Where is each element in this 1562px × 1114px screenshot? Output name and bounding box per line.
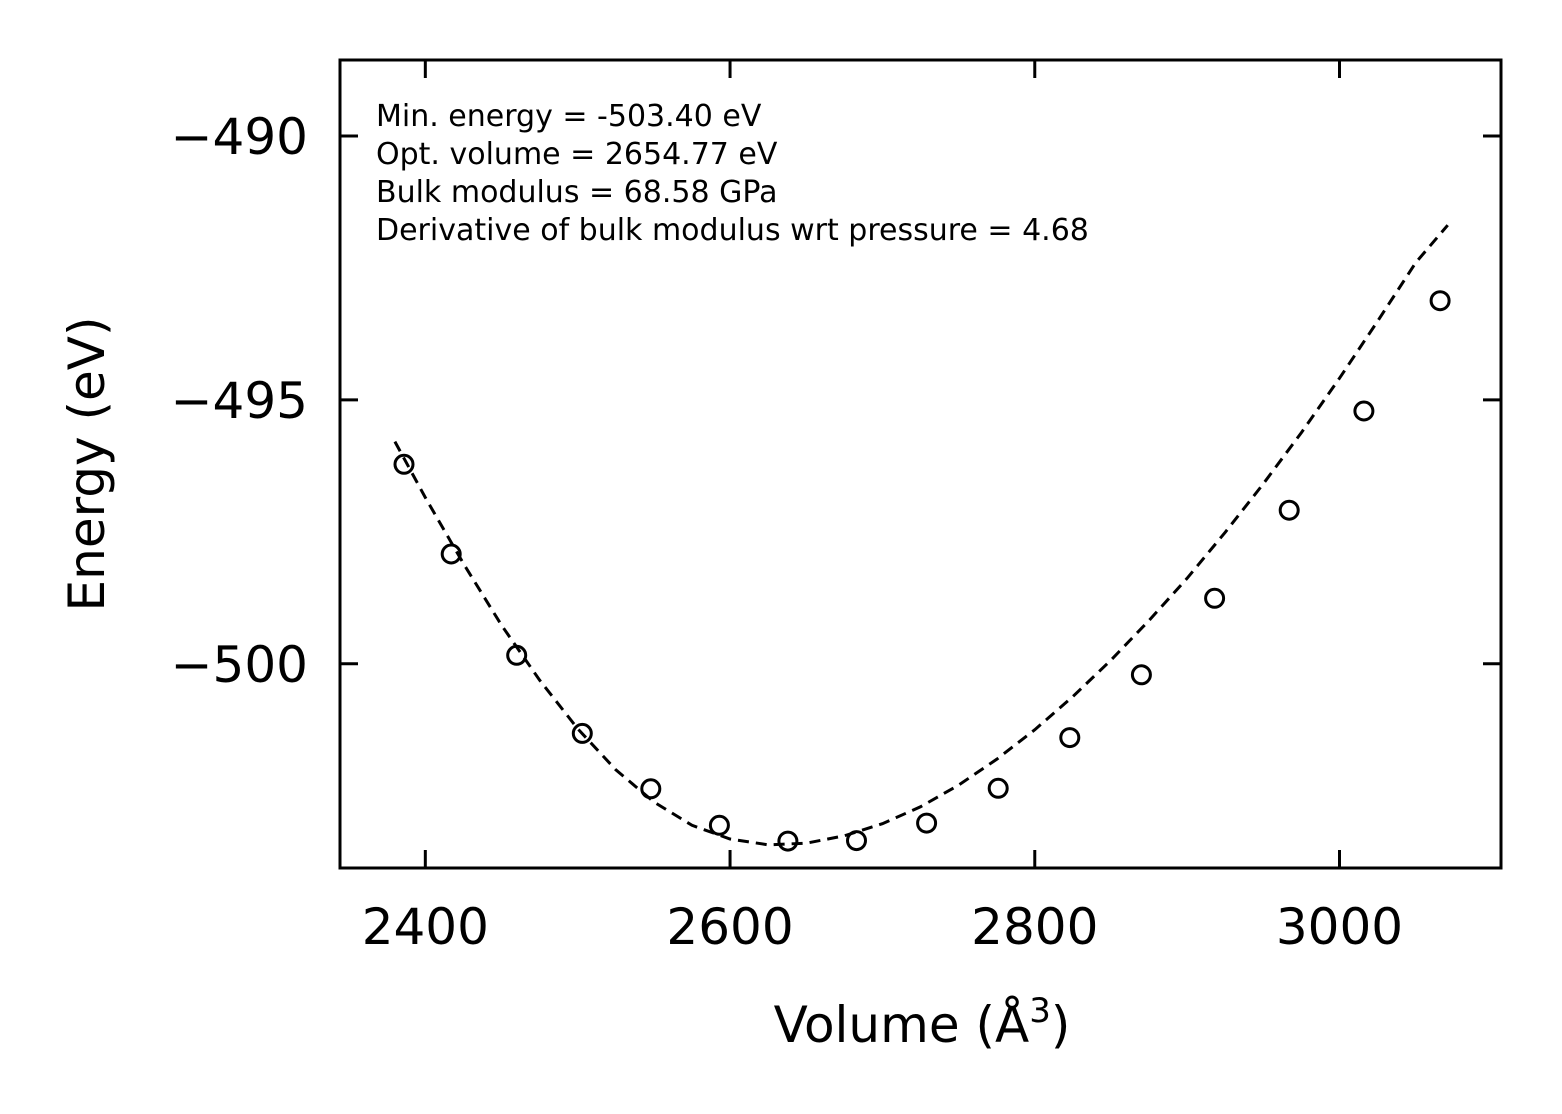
x-tick-label: 2400 <box>362 898 489 956</box>
x-tick-label: 2600 <box>666 898 793 956</box>
x-tick-label: 2800 <box>971 898 1098 956</box>
data-point <box>1278 499 1300 521</box>
x-axis-label-close: ) <box>1051 996 1071 1054</box>
x-axis-label-superscript: 3 <box>1029 991 1051 1031</box>
data-point <box>506 644 528 666</box>
x-axis-label-main: Volume (Å <box>774 996 1030 1054</box>
data-point <box>987 777 1009 799</box>
data-point <box>1059 727 1081 749</box>
annotation-block: Min. energy = -503.40 eV Opt. volume = 2… <box>376 99 1089 248</box>
data-point <box>708 814 730 836</box>
data-point <box>1353 400 1375 422</box>
annotation-bulk-modulus: Bulk modulus = 68.58 GPa <box>376 175 777 210</box>
data-point <box>571 722 593 744</box>
annotation-opt-volume: Opt. volume = 2654.77 eV <box>376 137 778 172</box>
annotation-min-energy: Min. energy = -503.40 eV <box>376 99 762 134</box>
plot-area <box>340 60 1501 868</box>
data-point <box>916 812 938 834</box>
y-tick-label: −500 <box>171 636 308 694</box>
data-point <box>846 830 867 852</box>
plot-frame <box>338 58 1503 870</box>
x-axis-label: Volume (Å3) <box>774 991 1071 1054</box>
data-point <box>1429 290 1451 312</box>
fit-curve <box>393 224 1449 847</box>
data-point <box>440 543 462 565</box>
data-points-layer <box>393 290 1451 852</box>
fit-curve-layer <box>393 224 1449 847</box>
annotation-bulk-modulus-derivative: Derivative of bulk modulus wrt pressure … <box>376 213 1089 248</box>
ticks-layer: 2400 2600 2800 3000 −490 −495 −500 <box>171 60 1501 956</box>
data-point <box>640 778 662 800</box>
data-point <box>1130 664 1152 686</box>
x-tick-label: 3000 <box>1276 898 1403 956</box>
data-point <box>393 453 415 475</box>
y-tick-label: −495 <box>171 372 308 430</box>
y-tick-label: −490 <box>171 108 308 166</box>
y-axis-label: Energy (eV) <box>58 317 116 612</box>
data-point <box>777 830 799 852</box>
data-point <box>1204 587 1226 609</box>
